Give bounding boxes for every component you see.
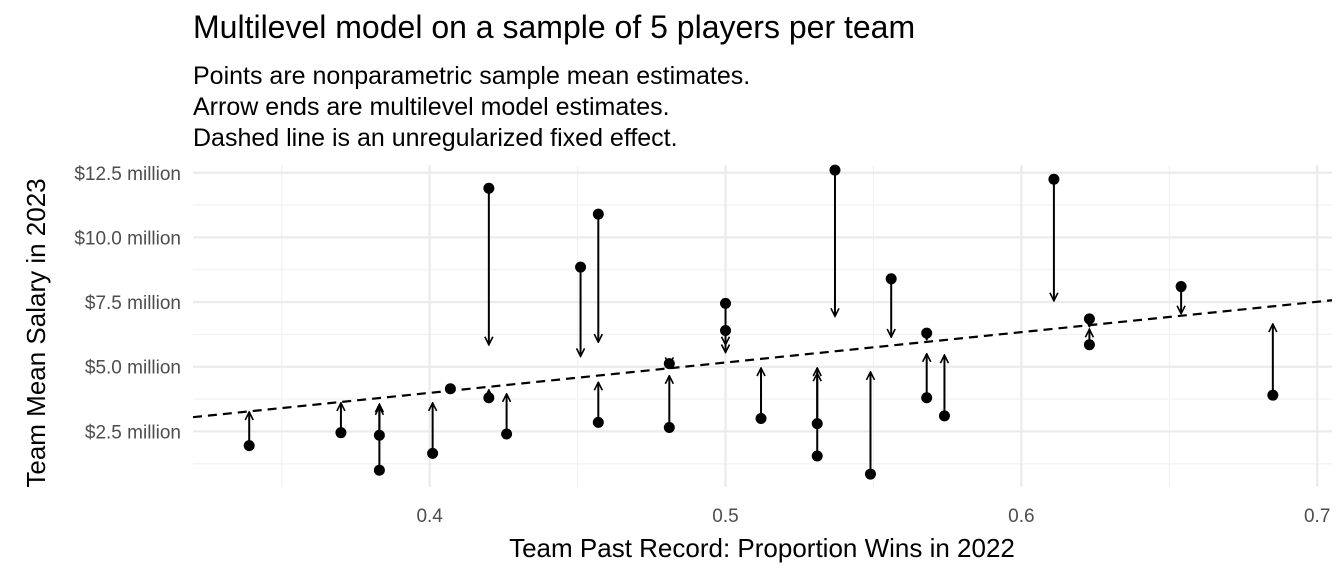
sample-mean-point <box>811 418 823 430</box>
y-tick-label: $2.5 million <box>85 422 181 443</box>
x-tick-label: 0.4 <box>416 506 443 527</box>
tick-labels: 0.4 0.5 0.6 0.7 $2.5 million $5.0 million $7.5… <box>74 164 1330 527</box>
fixed-effect-layer <box>192 299 1333 419</box>
sample-mean-point <box>501 428 513 440</box>
sample-mean-point <box>592 416 604 428</box>
sample-mean-point <box>829 164 841 176</box>
sample-mean-point <box>663 422 675 434</box>
grid <box>193 165 1332 487</box>
sample-mean-point <box>864 468 876 480</box>
sample-mean-point <box>483 182 495 194</box>
sample-mean-point <box>373 464 385 476</box>
y-tick-label: $7.5 million <box>85 293 181 314</box>
x-tick-label: 0.5 <box>712 506 738 527</box>
sample-mean-point <box>1175 281 1187 293</box>
sample-mean-point <box>1267 389 1279 401</box>
sample-mean-point <box>938 410 950 422</box>
subtitle-line: Arrow ends are multilevel model estimate… <box>193 93 670 121</box>
subtitle-line: Points are nonparametric sample mean est… <box>193 62 751 90</box>
sample-mean-point <box>335 427 347 439</box>
sample-mean-point <box>921 392 933 404</box>
y-axis-title: Team Mean Salary in 2023 <box>21 178 51 487</box>
sample-mean-point <box>811 450 823 462</box>
sample-mean-point <box>483 392 495 404</box>
sample-mean-point <box>373 429 385 441</box>
sample-mean-point <box>1083 313 1095 325</box>
y-tick-label: $10.0 million <box>74 228 181 249</box>
x-tick-label: 0.6 <box>1008 506 1034 527</box>
points-layer <box>243 164 1279 480</box>
sample-mean-point <box>575 261 587 273</box>
x-tick-label: 0.7 <box>1304 506 1330 527</box>
sample-mean-point <box>720 325 732 337</box>
sample-mean-point <box>427 447 439 459</box>
subtitle-line: Dashed line is an unregularized fixed ef… <box>193 124 678 152</box>
sample-mean-point <box>444 383 456 395</box>
sample-mean-point <box>755 412 767 424</box>
sample-mean-point <box>720 297 732 309</box>
y-tick-label: $12.5 million <box>74 164 181 185</box>
sample-mean-point <box>885 273 897 285</box>
y-tick-label: $5.0 million <box>85 358 181 379</box>
arrows-layer <box>249 170 1273 475</box>
sample-mean-point <box>592 208 604 220</box>
sample-mean-point <box>1083 339 1095 351</box>
sample-mean-point <box>663 358 675 370</box>
sample-mean-point <box>1048 173 1060 185</box>
sample-mean-point <box>243 440 255 452</box>
chart-subtitle: Points are nonparametric sample mean est… <box>193 61 750 154</box>
fixed-effect-line <box>192 299 1333 419</box>
chart-title: Multilevel model on a sample of 5 player… <box>193 9 916 45</box>
sample-mean-point <box>921 327 933 339</box>
x-axis-title: Team Past Record: Proportion Wins in 202… <box>509 533 1015 563</box>
